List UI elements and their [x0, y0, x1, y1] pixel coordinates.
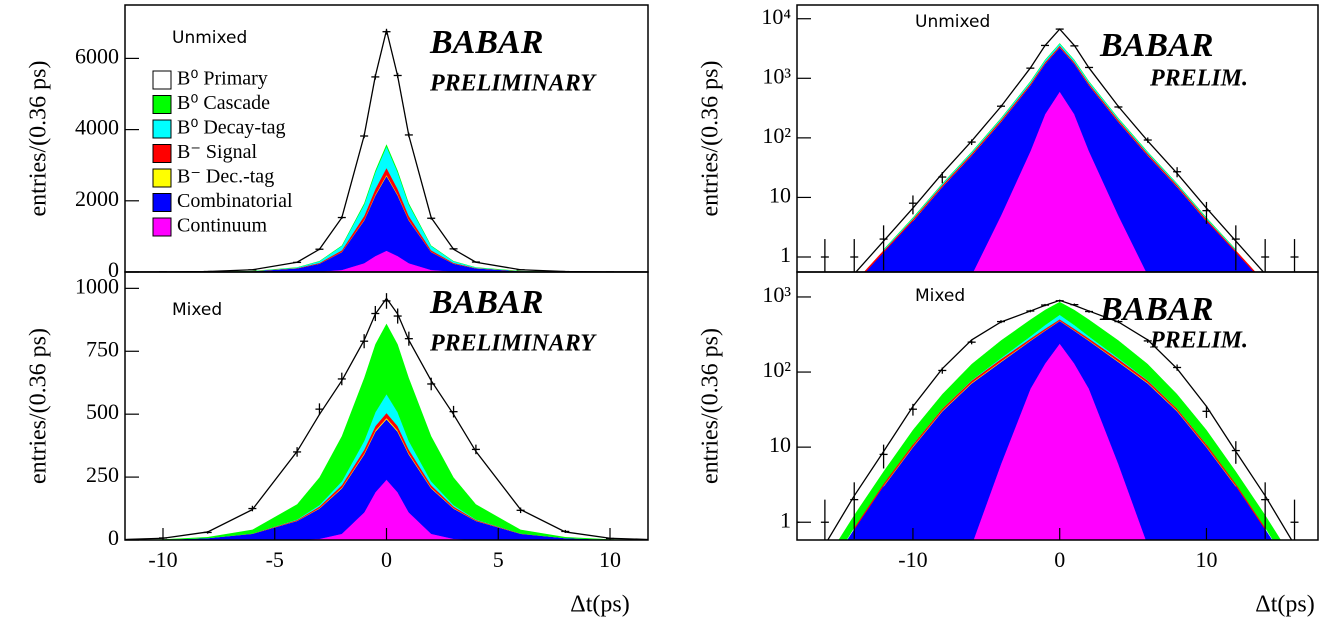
x-tick-label: -5 [266, 547, 284, 572]
x-axis-label: Δt(ps) [570, 592, 629, 618]
legend-label: B⁰ Cascade [177, 92, 270, 114]
panel-label: Unmixed [172, 28, 247, 48]
y-tick-label: 1 [780, 507, 791, 532]
component-area [125, 250, 648, 272]
logo-subtitle: PRELIM. [1149, 328, 1248, 354]
logo-subtitle: PRELIM. [1149, 66, 1248, 92]
y-axis-label: entries/(0.36 ps) [698, 328, 724, 484]
x-tick-label: -10 [898, 547, 927, 572]
y-tick-label: 10 [769, 432, 791, 457]
legend-label: B⁰ Primary [177, 68, 268, 90]
legend-swatch [152, 217, 172, 237]
x-tick-label: 0 [381, 547, 392, 572]
x-axis-label: Δt(ps) [1255, 592, 1314, 618]
legend-swatch [152, 144, 172, 163]
y-tick-label: 6000 [75, 43, 119, 68]
logo: BABAR [1099, 291, 1213, 328]
x-tick-label: 10 [599, 547, 621, 572]
x-tick-label: 0 [1054, 547, 1065, 572]
component-area [827, 300, 1292, 540]
y-axis-label: entries/(0.36 ps) [698, 61, 724, 217]
legend-swatch [152, 168, 172, 188]
panel-label: Mixed [172, 300, 222, 320]
y-axis-label: entries/(0.36 ps) [26, 61, 52, 217]
y-tick-label: 250 [86, 462, 119, 487]
logo-subtitle: PRELIMINARY [429, 71, 597, 97]
legend-swatch [152, 70, 172, 90]
y-tick-label: 500 [86, 399, 119, 424]
plot-area [797, 299, 1299, 540]
plot-area [125, 293, 648, 540]
x-tick-label: -10 [148, 547, 177, 572]
legend-label: Combinatorial [177, 190, 293, 212]
y-tick-label: 1 [780, 242, 791, 267]
legend-label: Continuum [177, 215, 267, 237]
legend-label: B⁻ Signal [177, 141, 257, 163]
legend-label: B⁻ Dec.-tag [177, 166, 274, 188]
logo: BABAR [1099, 27, 1213, 64]
frame [796, 271, 1319, 541]
y-tick-label: 750 [86, 336, 119, 361]
legend-swatch [152, 193, 172, 212]
y-tick-label: 0 [108, 525, 119, 550]
y-tick-label: 4000 [75, 115, 119, 140]
legend-swatch [152, 119, 172, 139]
legend-swatch [152, 95, 172, 114]
y-tick-label: 10³ [762, 63, 791, 88]
y-tick-label: 10⁴ [761, 4, 791, 29]
y-tick-label: 10² [762, 357, 791, 382]
panel-label: Mixed [915, 286, 965, 306]
y-tick-label: 2000 [75, 186, 119, 211]
logo: BABAR [429, 284, 543, 321]
logo-subtitle: PRELIMINARY [429, 331, 597, 357]
panel-label: Unmixed [915, 12, 990, 32]
y-tick-label: 10 [769, 182, 791, 207]
y-tick-label: 10³ [762, 282, 791, 307]
x-tick-label: 5 [493, 547, 504, 572]
plot-area [125, 28, 648, 272]
logo: BABAR [429, 24, 543, 61]
x-tick-label: 10 [1195, 547, 1217, 572]
y-tick-label: 0 [108, 257, 119, 282]
component-area [125, 30, 648, 272]
y-tick-label: 10² [762, 123, 791, 148]
plot-area [820, 28, 1299, 272]
legend-label: B⁰ Decay-tag [177, 117, 286, 139]
y-tick-label: 1000 [75, 273, 119, 298]
y-axis-label: entries/(0.36 ps) [26, 328, 52, 484]
